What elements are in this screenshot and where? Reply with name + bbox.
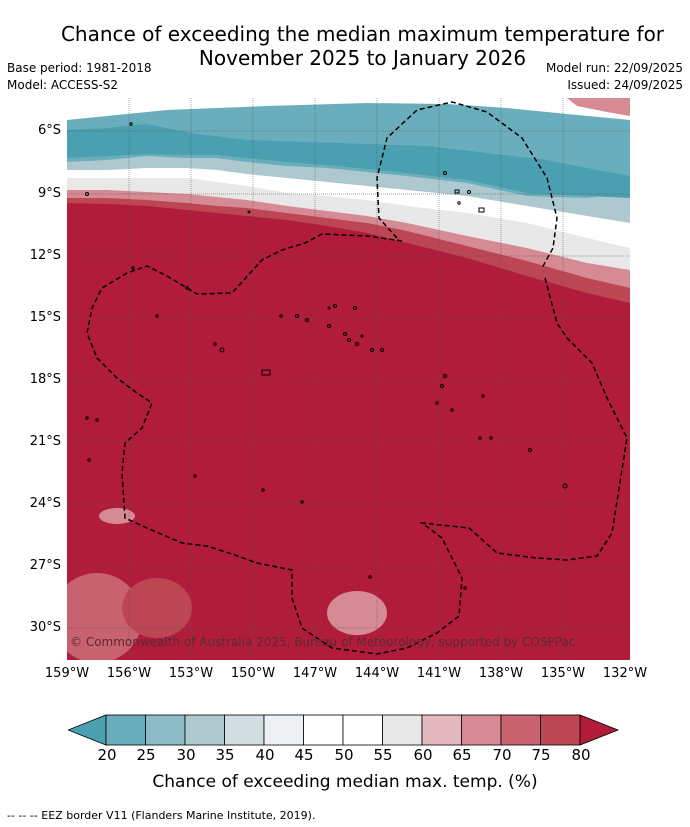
map-panel: © Commonwealth of Australia 2025, Bureau… — [67, 98, 630, 660]
lon-label: 132°W — [602, 666, 648, 681]
lon-label: 150°W — [230, 666, 276, 681]
patch-south-mid — [327, 591, 387, 635]
lat-label: 9°S — [37, 186, 61, 201]
colorbar-tick: 70 — [492, 746, 512, 764]
colorbar-tick: 80 — [571, 746, 591, 764]
colorbar-extend-low — [68, 714, 107, 746]
colorbar-segment — [184, 714, 225, 746]
colorbar-tick: 65 — [452, 746, 472, 764]
north-east-pink — [567, 98, 630, 116]
lon-label: 147°W — [292, 666, 338, 681]
contour-20 — [67, 124, 630, 198]
lon-label: 135°W — [540, 666, 586, 681]
lon-label: 138°W — [478, 666, 524, 681]
lat-label: 6°S — [37, 123, 61, 138]
base-period: Base period: 1981-2018 — [7, 61, 152, 75]
title-line-2: November 2025 to January 2026 — [198, 46, 527, 70]
colorbar-tick: 50 — [334, 746, 354, 764]
map-title: Chance of exceeding the median maximum t… — [40, 22, 685, 70]
colorbar-tick: 45 — [294, 746, 314, 764]
colorbar-segment — [421, 714, 462, 746]
colorbar-segment — [105, 714, 146, 746]
colorbar-segment — [500, 714, 541, 746]
lat-label: 12°S — [29, 248, 61, 263]
model-run: Model run: 22/09/2025 — [545, 61, 683, 75]
eez-french-polynesia — [86, 233, 628, 655]
model-name: Model: ACCESS-S2 — [7, 78, 119, 92]
patch-southwest — [67, 573, 142, 660]
colorbar — [68, 714, 620, 746]
meta-left: Base period: 1981-2018 Model: ACCESS-S2 — [7, 60, 152, 94]
islands — [85, 122, 568, 590]
colorbar-tick: 55 — [373, 746, 393, 764]
graticule — [67, 98, 630, 660]
colorbar-segment — [145, 714, 186, 746]
colorbar-extend-high — [579, 714, 620, 746]
lon-label: 156°W — [106, 666, 152, 681]
lon-label: 153°W — [168, 666, 214, 681]
colorbar-tick: 40 — [255, 746, 275, 764]
lat-label: 15°S — [29, 310, 61, 325]
colorbar-segment — [382, 714, 423, 746]
colorbar-tick: 75 — [531, 746, 551, 764]
copyright-text: © Commonwealth of Australia 2025, Bureau… — [70, 635, 576, 649]
lat-label: 30°S — [29, 620, 61, 635]
lon-label: 141°W — [416, 666, 462, 681]
issued-date: Issued: 24/09/2025 — [567, 78, 683, 92]
colorbar-segment — [263, 714, 304, 746]
colorbar-tick: 30 — [176, 746, 196, 764]
lon-label: 159°W — [44, 666, 90, 681]
colorbar-title: Chance of exceeding median max. temp. (%… — [152, 772, 538, 792]
lat-label: 18°S — [29, 372, 61, 387]
meta-right: Model run: 22/09/2025 Issued: 24/09/2025 — [546, 60, 683, 94]
colorbar-segment — [224, 714, 265, 746]
eez-legend-footer: -- -- -- EEZ border V11 (Flanders Marine… — [7, 809, 316, 822]
colorbar-tick: 25 — [136, 746, 156, 764]
colorbar-segments — [68, 714, 620, 746]
colorbar-tick: 60 — [413, 746, 433, 764]
colorbar-segment — [342, 714, 383, 746]
lon-label: 144°W — [354, 666, 400, 681]
north-white-band — [67, 98, 630, 120]
colorbar-segment — [303, 714, 344, 746]
lat-label: 24°S — [29, 496, 61, 511]
title-line-1: Chance of exceeding the median maximum t… — [60, 22, 665, 46]
lat-label: 21°S — [29, 434, 61, 449]
patch-west — [99, 508, 135, 524]
lat-label: 27°S — [29, 558, 61, 573]
map-svg — [67, 98, 630, 660]
colorbar-segment — [461, 714, 502, 746]
eez-marquesas — [376, 101, 558, 269]
colorbar-segment — [540, 714, 581, 746]
colorbar-tick: 35 — [215, 746, 235, 764]
patch-southwest-2 — [122, 578, 192, 638]
eez-borders — [86, 101, 628, 655]
colorbar-tick: 20 — [97, 746, 117, 764]
